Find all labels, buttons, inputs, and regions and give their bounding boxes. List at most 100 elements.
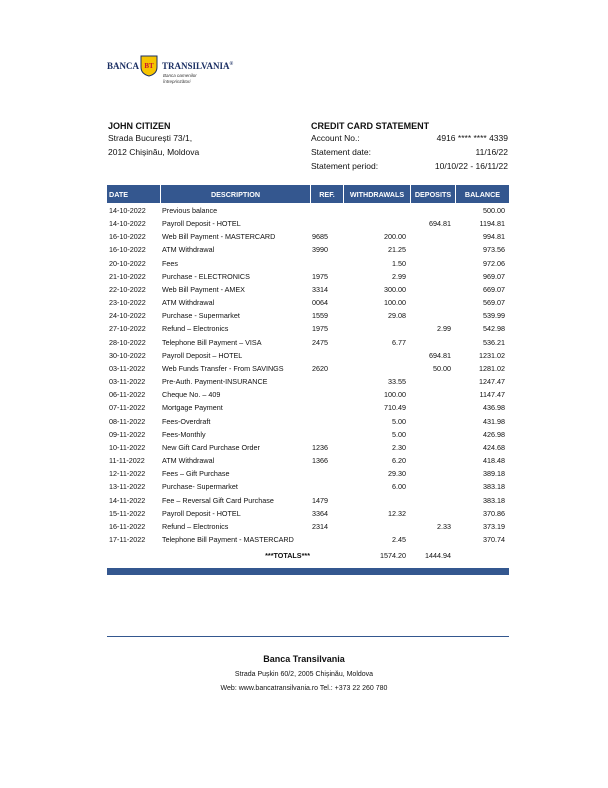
description: Web Bill Payment - AMEX — [162, 284, 245, 294]
withdrawal: 6.00 — [392, 482, 406, 492]
description: Cheque No. – 409 — [162, 390, 221, 400]
balance: 669.07 — [483, 284, 505, 294]
withdrawal: 2.30 — [392, 442, 406, 452]
balance: 370.86 — [483, 508, 505, 518]
balance: 383.18 — [483, 495, 505, 505]
totals-withdrawals: 1574.20 — [380, 551, 406, 561]
withdrawal: 21.25 — [388, 245, 406, 255]
ref: 1236 — [312, 442, 328, 452]
ref: 1975 — [312, 271, 328, 281]
ref: 9685 — [312, 232, 328, 242]
totals-deposits: 1444.94 — [425, 551, 451, 561]
withdrawal: 29.30 — [388, 469, 406, 479]
description: Pre-Auth. Payment-INSURANCE — [162, 377, 268, 387]
date: 24-10-2022 — [109, 311, 146, 321]
column-header: WITHDRAWALS — [344, 185, 410, 203]
withdrawal: 200.00 — [384, 232, 406, 242]
column-header: DESCRIPTION — [161, 185, 310, 203]
column-header: DEPOSITS — [411, 185, 455, 203]
description: Refund – Electronics — [162, 324, 229, 334]
date: 28-10-2022 — [109, 337, 146, 347]
footer-address: Strada Pușkin 60/2, 2005 Chișinău, Moldo… — [234, 671, 374, 678]
field-value: 11/16/22 — [475, 147, 508, 157]
description: Fees — [162, 258, 178, 268]
customer-address: 2012 Chișinău, Moldova — [108, 147, 200, 157]
date: 21-10-2022 — [109, 271, 146, 281]
date: 15-11-2022 — [109, 508, 146, 518]
balance: 431.98 — [483, 416, 505, 426]
balance: 569.07 — [483, 298, 505, 308]
customer-name: JOHN CITIZEN — [108, 121, 171, 131]
date: 14-10-2022 — [109, 219, 146, 229]
totals-label: ***TOTALS*** — [265, 551, 310, 561]
withdrawal: 6.20 — [392, 456, 406, 466]
field-label: Statement date: — [311, 147, 372, 157]
withdrawal: 1.50 — [392, 258, 406, 268]
description: Web Funds Transfer - From SAVINGS — [162, 363, 284, 373]
date: 16-10-2022 — [109, 232, 146, 242]
date: 14-10-2022 — [109, 206, 146, 215]
date: 16-10-2022 — [109, 245, 146, 255]
ref: 3990 — [312, 245, 328, 255]
date: 10-11-2022 — [109, 442, 146, 452]
statement-title: CREDIT CARD STATEMENT — [311, 121, 430, 131]
date: 03-11-2022 — [109, 363, 146, 373]
balance: 994.81 — [483, 232, 505, 242]
date: 03-11-2022 — [109, 377, 146, 387]
logo-reg: ® — [229, 62, 234, 67]
balance: 389.18 — [483, 469, 505, 479]
description: Fees – Gift Purchase — [162, 469, 230, 479]
withdrawal: 2.99 — [392, 271, 406, 281]
description: Fees-Monthly — [162, 429, 206, 439]
date: 17-11-2022 — [109, 535, 146, 544]
field-value: 10/10/22 - 16/11/22 — [434, 161, 508, 171]
date: 11-11-2022 — [109, 456, 145, 466]
balance: 500.00 — [483, 206, 505, 215]
date: 07-11-2022 — [109, 403, 146, 413]
withdrawal: 12.32 — [388, 508, 406, 518]
withdrawal: 300.00 — [384, 284, 406, 294]
description: New Gift Card Purchase Order — [162, 442, 260, 452]
description: Payroll Deposit – HOTEL — [162, 350, 243, 360]
date: 13-11-2022 — [109, 482, 146, 492]
tagline: Banca oamenilor — [163, 73, 197, 78]
withdrawal: 33.55 — [388, 377, 406, 387]
description: ATM Withdrawal — [162, 245, 215, 255]
date: 22-10-2022 — [109, 284, 146, 294]
balance: 1147.47 — [479, 390, 505, 400]
description: Fee – Reversal Gift Card Purchase — [162, 495, 274, 505]
balance: 972.06 — [483, 258, 505, 268]
table-bottom-bar — [107, 568, 509, 575]
deposit: 694.81 — [429, 350, 451, 360]
balance: 436.98 — [483, 403, 505, 413]
description: Mortgage Payment — [162, 403, 223, 413]
description: ATM Withdrawal — [162, 456, 215, 466]
balance: 536.21 — [483, 337, 505, 347]
balance: 539.99 — [483, 311, 505, 321]
logo-mark: BT — [144, 62, 154, 70]
balance: 969.07 — [483, 271, 505, 281]
date: 12-11-2022 — [109, 469, 146, 479]
description: Web Bill Payment - MASTERCARD — [162, 232, 276, 242]
date: 27-10-2022 — [109, 324, 146, 334]
date: 06-11-2022 — [109, 390, 146, 400]
customer-address: Strada București 73/1, — [108, 133, 193, 143]
balance: 373.19 — [483, 521, 505, 531]
balance: 1194.81 — [479, 219, 505, 229]
logo-text: TRANSILVANIA — [162, 61, 230, 71]
column-header: REF. — [311, 185, 343, 203]
logo-text: TRANSILVANIA® — [162, 61, 233, 71]
deposit: 694.81 — [429, 219, 451, 229]
balance: 424.68 — [483, 442, 505, 452]
withdrawal: 100.00 — [384, 298, 406, 308]
column-header: BALANCE — [456, 185, 509, 203]
description: Payroll Deposit - HOTEL — [162, 219, 241, 229]
balance: 426.98 — [483, 429, 505, 439]
date: 23-10-2022 — [109, 298, 146, 308]
balance: 383.18 — [483, 482, 505, 492]
description: Purchase- Supermarket — [162, 482, 238, 492]
date: 30-10-2022 — [109, 350, 146, 360]
ref: 2475 — [312, 337, 328, 347]
